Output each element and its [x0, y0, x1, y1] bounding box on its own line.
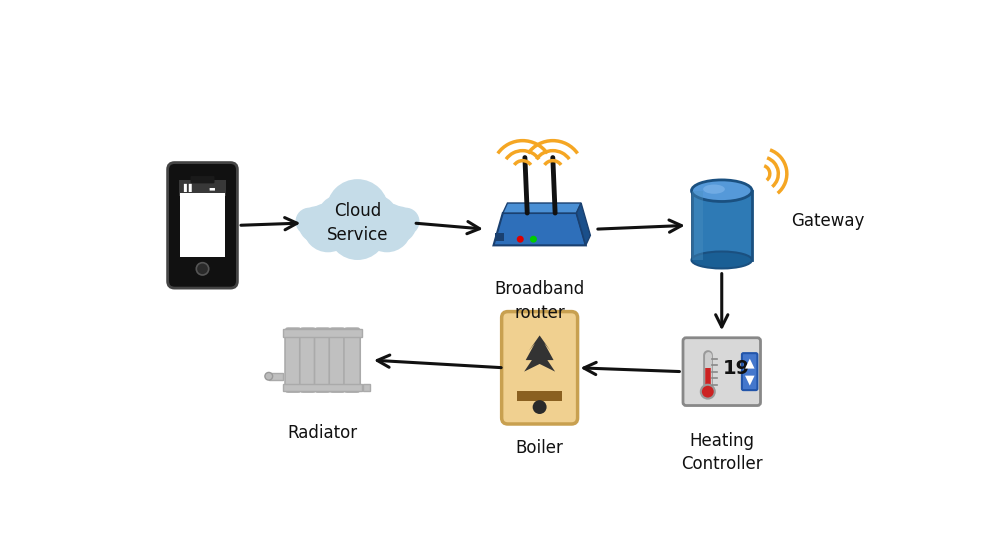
Bar: [180, 192, 225, 256]
Bar: [363, 384, 370, 390]
Bar: [692, 191, 752, 260]
Circle shape: [379, 206, 416, 243]
Text: Gateway: Gateway: [791, 212, 864, 231]
Text: ▌▌: ▌▌: [183, 183, 195, 192]
FancyBboxPatch shape: [683, 337, 761, 405]
Polygon shape: [524, 335, 555, 371]
FancyBboxPatch shape: [168, 162, 237, 288]
FancyBboxPatch shape: [285, 328, 301, 392]
Text: 19: 19: [723, 359, 750, 378]
Text: ▼: ▼: [745, 374, 754, 386]
Circle shape: [296, 207, 323, 235]
Circle shape: [701, 385, 715, 399]
Ellipse shape: [692, 251, 752, 269]
Circle shape: [530, 236, 537, 242]
Circle shape: [533, 400, 547, 414]
Circle shape: [303, 203, 353, 252]
Text: Heating
Controller: Heating Controller: [681, 431, 763, 473]
Text: Cloud
Service: Cloud Service: [327, 202, 388, 244]
Bar: [283, 329, 362, 336]
Circle shape: [362, 203, 412, 252]
Polygon shape: [576, 203, 590, 245]
Bar: [495, 233, 504, 241]
Bar: [692, 191, 703, 260]
Circle shape: [317, 195, 364, 241]
Ellipse shape: [703, 185, 725, 194]
FancyBboxPatch shape: [300, 328, 316, 392]
FancyBboxPatch shape: [329, 328, 345, 392]
Text: Boiler: Boiler: [516, 439, 564, 458]
Circle shape: [351, 195, 398, 241]
Polygon shape: [503, 203, 581, 213]
Circle shape: [392, 207, 420, 235]
FancyBboxPatch shape: [742, 353, 757, 390]
Text: Broadband
router: Broadband router: [494, 280, 585, 321]
FancyBboxPatch shape: [344, 328, 360, 392]
FancyBboxPatch shape: [314, 328, 331, 392]
Polygon shape: [494, 213, 586, 245]
Circle shape: [196, 262, 209, 275]
Text: Radiator: Radiator: [288, 424, 358, 441]
Text: ▲: ▲: [745, 356, 754, 370]
Circle shape: [326, 179, 388, 241]
FancyBboxPatch shape: [502, 311, 578, 424]
Circle shape: [328, 201, 387, 260]
Bar: [283, 384, 362, 391]
Circle shape: [265, 373, 273, 380]
Circle shape: [517, 236, 524, 242]
Text: ▬: ▬: [209, 185, 215, 191]
Bar: [517, 391, 562, 401]
Bar: [179, 180, 226, 196]
FancyBboxPatch shape: [190, 176, 215, 183]
Circle shape: [299, 206, 336, 243]
Bar: [269, 373, 283, 380]
Ellipse shape: [692, 180, 752, 201]
